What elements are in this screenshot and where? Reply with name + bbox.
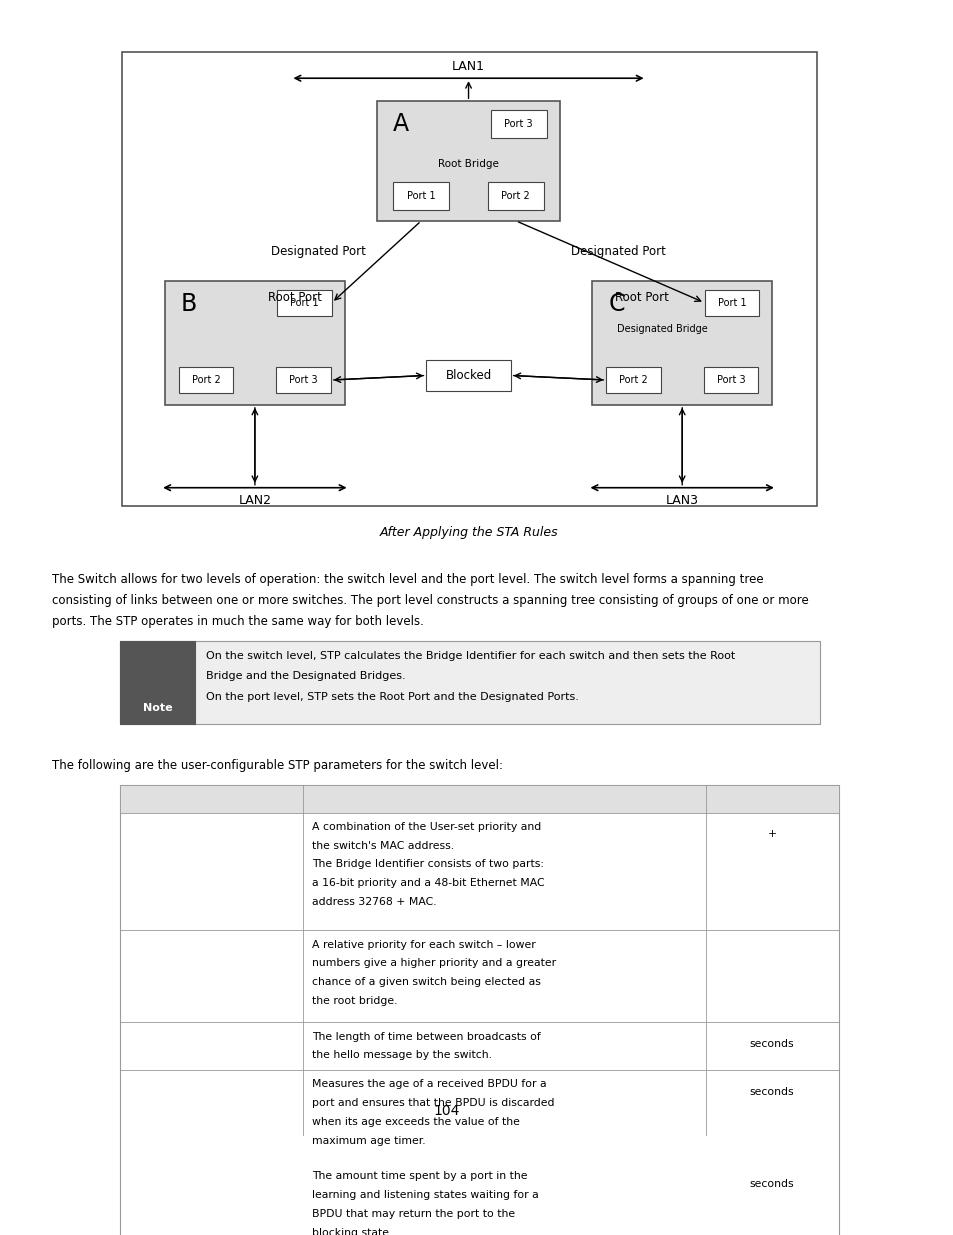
Text: A: A (393, 112, 409, 136)
Text: a 16-bit priority and a 48-bit Ethernet MAC: a 16-bit priority and a 48-bit Ethernet … (312, 878, 544, 888)
Bar (165, 280, 344, 405)
Text: the hello message by the switch.: the hello message by the switch. (312, 1051, 492, 1061)
Text: maximum age timer.: maximum age timer. (312, 1136, 425, 1146)
Text: A relative priority for each switch – lower: A relative priority for each switch – lo… (312, 940, 536, 950)
Text: Blocked: Blocked (445, 369, 491, 382)
Text: Designated Port: Designated Port (271, 245, 366, 258)
Bar (704, 290, 759, 316)
Bar (120, 785, 838, 1235)
Text: Root Port: Root Port (615, 290, 668, 304)
Text: 104: 104 (434, 1104, 459, 1118)
Text: seconds: seconds (749, 1087, 794, 1097)
Text: B: B (181, 291, 197, 316)
Bar (487, 183, 543, 210)
Text: LAN1: LAN1 (452, 59, 484, 73)
Text: LAN2: LAN2 (238, 494, 271, 508)
Text: Note: Note (142, 703, 172, 713)
Text: numbers give a higher priority and a greater: numbers give a higher priority and a gre… (312, 958, 556, 968)
Text: Bridge and the Designated Bridges.: Bridge and the Designated Bridges. (206, 672, 405, 682)
Text: Port 2: Port 2 (192, 375, 220, 385)
Text: The following are the user-configurable STP parameters for the switch level:: The following are the user-configurable … (51, 760, 502, 772)
Text: chance of a given switch being elected as: chance of a given switch being elected a… (312, 977, 540, 987)
Text: the switch's MAC address.: the switch's MAC address. (312, 841, 454, 851)
Text: Root Bridge: Root Bridge (437, 159, 498, 169)
Text: the root bridge.: the root bridge. (312, 997, 397, 1007)
Bar (703, 367, 758, 393)
Text: seconds: seconds (749, 1039, 794, 1049)
Bar (393, 183, 449, 210)
Text: On the switch level, STP calculates the Bridge Identifier for each switch and th: On the switch level, STP calculates the … (206, 651, 735, 661)
Text: ports. The STP operates in much the same way for both levels.: ports. The STP operates in much the same… (51, 615, 423, 627)
Bar (606, 367, 659, 393)
Text: when its age exceeds the value of the: when its age exceeds the value of the (312, 1118, 519, 1128)
Text: learning and listening states waiting for a: learning and listening states waiting fo… (312, 1191, 538, 1200)
Text: The amount time spent by a port in the: The amount time spent by a port in the (312, 1172, 527, 1182)
Text: Root Port: Root Port (268, 290, 322, 304)
Bar (179, 367, 233, 393)
Text: Port 2: Port 2 (501, 191, 530, 201)
Bar (276, 367, 331, 393)
Text: Port 3: Port 3 (504, 120, 533, 130)
Text: After Applying the STA Rules: After Applying the STA Rules (379, 526, 558, 540)
Text: Port 3: Port 3 (289, 375, 317, 385)
Text: blocking state.: blocking state. (312, 1228, 392, 1235)
Text: The Switch allows for two levels of operation: the switch level and the port lev: The Switch allows for two levels of oper… (51, 573, 762, 587)
Text: Port 3: Port 3 (716, 375, 744, 385)
Bar (120, 785, 838, 813)
Text: address 32768 + MAC.: address 32768 + MAC. (312, 897, 436, 908)
Text: Designated Bridge: Designated Bridge (617, 324, 707, 333)
Bar (122, 52, 817, 506)
Text: LAN3: LAN3 (665, 494, 698, 508)
Bar (490, 110, 546, 138)
Bar (592, 280, 771, 405)
Text: C: C (607, 291, 624, 316)
Text: The length of time between broadcasts of: The length of time between broadcasts of (312, 1031, 540, 1041)
Text: Port 1: Port 1 (290, 298, 318, 308)
Text: The Bridge Identifier consists of two parts:: The Bridge Identifier consists of two pa… (312, 860, 543, 869)
Text: Port 2: Port 2 (618, 375, 647, 385)
Bar (376, 101, 559, 221)
Text: Port 1: Port 1 (717, 298, 745, 308)
Text: On the port level, STP sets the Root Port and the Designated Ports.: On the port level, STP sets the Root Por… (206, 692, 578, 701)
Bar (426, 361, 510, 390)
Text: Designated Port: Designated Port (571, 245, 665, 258)
Bar (120, 641, 194, 724)
Bar (277, 290, 332, 316)
Text: Measures the age of a received BPDU for a: Measures the age of a received BPDU for … (312, 1079, 546, 1089)
Text: Port 1: Port 1 (407, 191, 436, 201)
Text: +: + (767, 829, 776, 839)
Text: seconds: seconds (749, 1178, 794, 1189)
Text: consisting of links between one or more switches. The port level constructs a sp: consisting of links between one or more … (51, 594, 807, 606)
Text: port and ensures that the BPDU is discarded: port and ensures that the BPDU is discar… (312, 1098, 554, 1108)
Text: BPDU that may return the port to the: BPDU that may return the port to the (312, 1209, 515, 1219)
Text: A combination of the User-set priority and: A combination of the User-set priority a… (312, 821, 540, 831)
Bar (120, 641, 819, 724)
